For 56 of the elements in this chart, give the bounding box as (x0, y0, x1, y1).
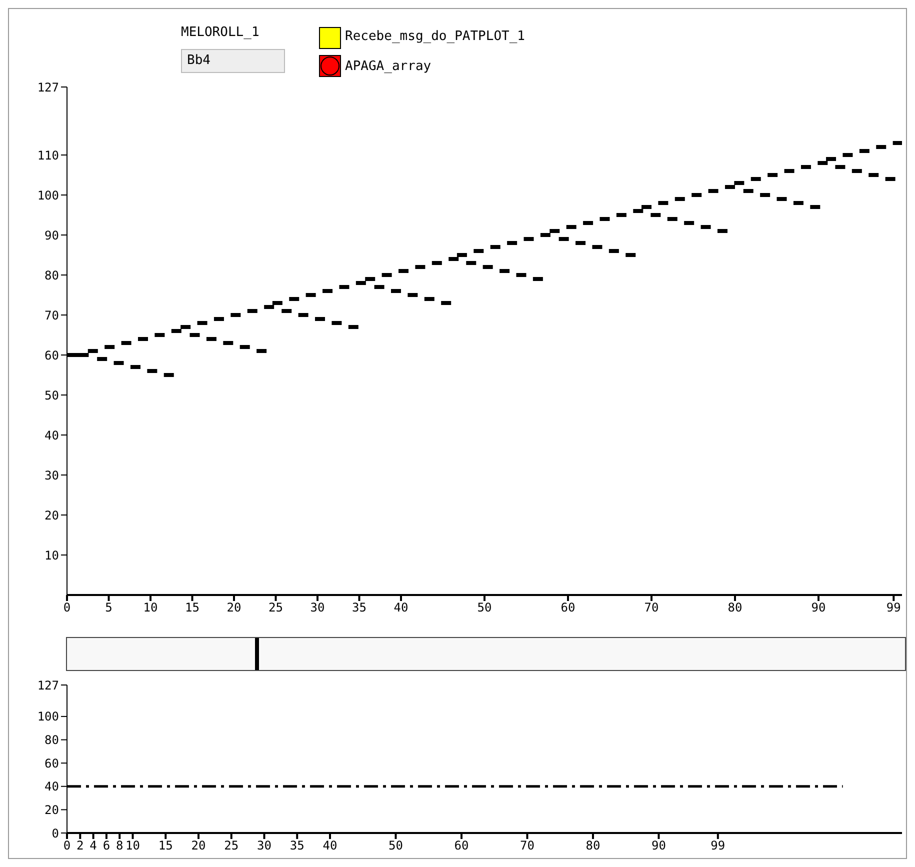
text: Recebe_msg_do_PATPLOT_1 (345, 29, 526, 44)
y-tick-label: 10 (44, 548, 59, 562)
y-tick-label: 70 (44, 308, 59, 322)
y-tick-label: 127 (37, 678, 59, 692)
x-tick-label: 99 (886, 600, 901, 615)
x-tick-label: 70 (520, 838, 534, 853)
y-tick-label: 40 (44, 428, 59, 442)
x-tick-label: 70 (644, 600, 659, 615)
x-tick-label: 80 (728, 600, 742, 615)
y-tick-label: 20 (44, 508, 59, 522)
y-tick-label: 50 (44, 388, 59, 402)
x-tick-label: 25 (268, 600, 283, 615)
x-tick-label: 60 (560, 600, 576, 615)
y-tick-label: 60 (44, 756, 59, 770)
x-tick-label: 50 (477, 600, 492, 615)
x-tick-label: 60 (454, 838, 469, 853)
x-tick-label: 25 (224, 838, 239, 853)
x-tick-label: 20 (226, 600, 242, 615)
text: MELOROLL_1 (181, 25, 260, 40)
x-tick-label: 6 (102, 838, 110, 853)
x-tick-label: 15 (158, 838, 173, 853)
y-tick-label: 110 (37, 148, 59, 162)
y-tick-label: 90 (44, 228, 59, 242)
x-tick-label: 35 (352, 600, 366, 615)
x-tick-label: 40 (322, 838, 338, 853)
x-tick-label: 30 (257, 838, 272, 853)
x-tick-label: 15 (185, 600, 200, 615)
x-tick-label: 50 (388, 838, 403, 853)
x-tick-label: 4 (90, 838, 97, 853)
y-tick-label: 127 (37, 80, 59, 94)
x-tick-label: 30 (310, 600, 325, 615)
y-tick-label: 30 (44, 468, 59, 482)
x-tick-label: 0 (63, 600, 71, 615)
y-tick-label: 80 (44, 268, 59, 282)
x-tick-label: 0 (63, 838, 71, 853)
x-tick-label: 5 (105, 600, 112, 615)
y-tick-label: 60 (44, 348, 59, 362)
x-tick-label: 90 (652, 838, 666, 853)
x-tick-label: 8 (116, 838, 124, 853)
y-tick-label: 20 (44, 802, 59, 817)
y-tick-label: 100 (37, 710, 59, 724)
text: APAGA_array (345, 59, 432, 74)
x-tick-label: 35 (290, 838, 304, 853)
x-tick-label: 10 (126, 838, 140, 853)
x-tick-label: 90 (811, 600, 826, 615)
x-tick-label: 20 (191, 838, 206, 853)
x-tick-label: 2 (76, 838, 84, 853)
y-tick-label: 0 (52, 826, 59, 840)
x-tick-label: 40 (394, 600, 408, 615)
x-tick-label: 99 (710, 838, 726, 853)
y-tick-label: 100 (37, 188, 59, 202)
y-tick-label: 80 (44, 733, 59, 748)
y-tick-label: 40 (44, 780, 59, 794)
x-tick-label: 10 (143, 600, 158, 615)
text: Bb4 (187, 53, 210, 68)
x-tick-label: 80 (586, 838, 600, 853)
